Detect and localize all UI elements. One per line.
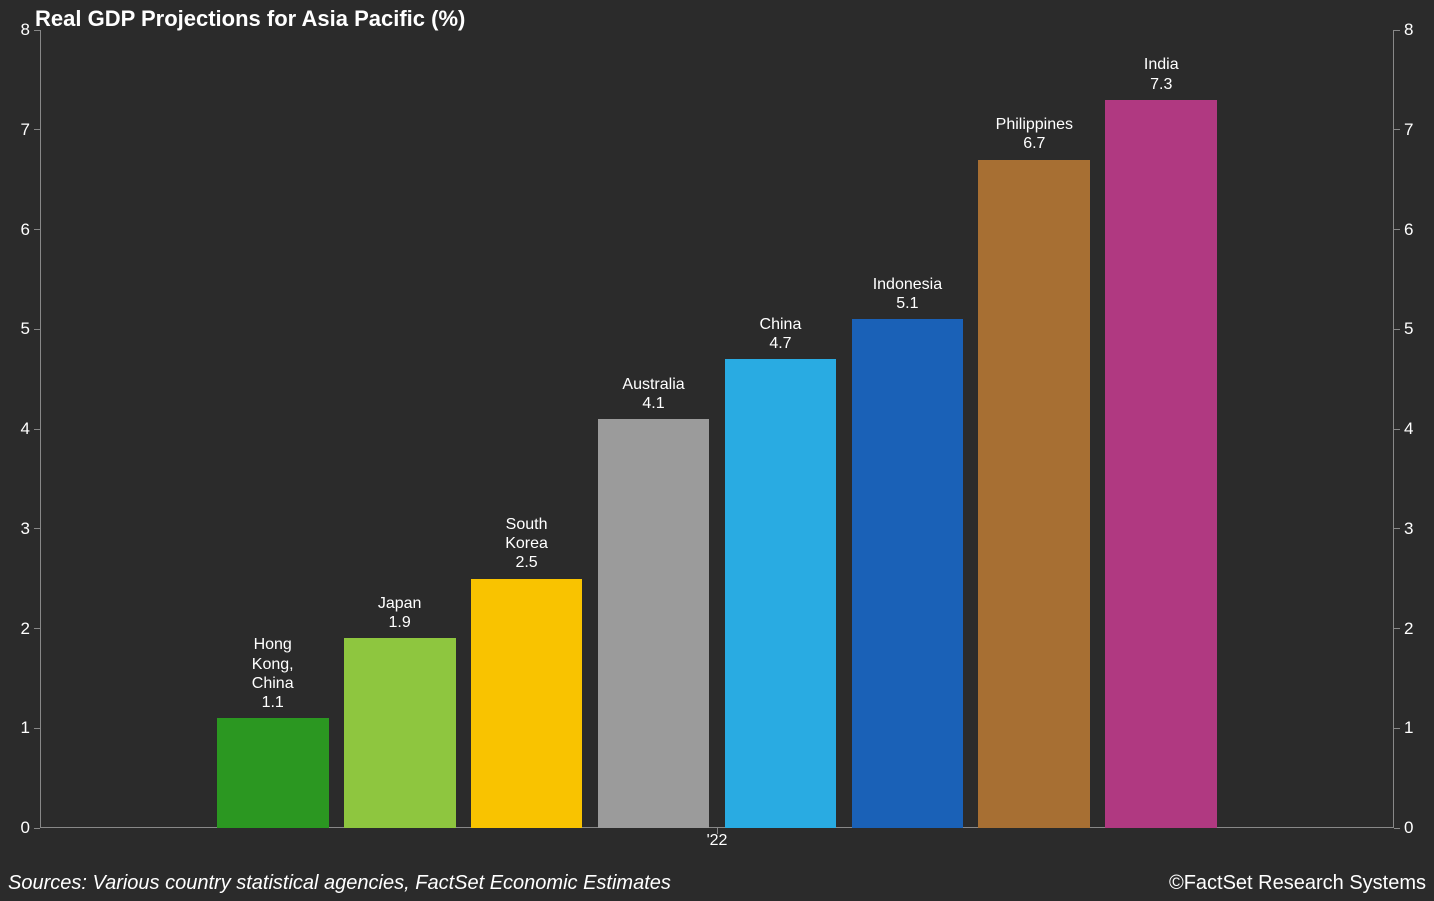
y-tick-label-right: 6 bbox=[1404, 220, 1413, 240]
y-tick-label-left: 0 bbox=[21, 818, 30, 838]
chart-container: Real GDP Projections for Asia Pacific (%… bbox=[0, 0, 1434, 901]
axis-line bbox=[40, 30, 41, 828]
bar bbox=[725, 359, 837, 828]
y-tick bbox=[34, 528, 40, 529]
x-tick bbox=[717, 828, 718, 834]
bar bbox=[978, 160, 1090, 828]
y-tick bbox=[1394, 628, 1400, 629]
y-tick bbox=[1394, 229, 1400, 230]
y-tick-label-right: 4 bbox=[1404, 419, 1413, 439]
y-tick bbox=[1394, 528, 1400, 529]
y-tick-label-right: 7 bbox=[1404, 120, 1413, 140]
y-tick bbox=[1394, 30, 1400, 31]
bar-label: China 4.7 bbox=[710, 315, 852, 353]
y-tick bbox=[1394, 329, 1400, 330]
bar-label: Philippines 6.7 bbox=[963, 115, 1105, 153]
y-tick bbox=[1394, 129, 1400, 130]
bar-label: Japan 1.9 bbox=[329, 594, 471, 632]
bar-label: South Korea 2.5 bbox=[456, 515, 598, 573]
bar bbox=[471, 579, 583, 828]
y-tick-label-right: 1 bbox=[1404, 718, 1413, 738]
y-tick bbox=[1394, 828, 1400, 829]
y-tick bbox=[34, 429, 40, 430]
y-tick bbox=[34, 229, 40, 230]
y-tick-label-left: 5 bbox=[21, 319, 30, 339]
y-tick-label-right: 2 bbox=[1404, 619, 1413, 639]
plot-area: 001122334455667788Hong Kong, China 1.1Ja… bbox=[40, 30, 1394, 828]
bar bbox=[344, 638, 456, 828]
y-tick bbox=[34, 30, 40, 31]
y-tick-label-right: 3 bbox=[1404, 519, 1413, 539]
bar-label: Indonesia 5.1 bbox=[837, 275, 979, 313]
footer-source: Sources: Various country statistical age… bbox=[8, 872, 671, 895]
y-tick-label-left: 1 bbox=[21, 718, 30, 738]
y-tick-label-left: 3 bbox=[21, 519, 30, 539]
bar bbox=[598, 419, 710, 828]
chart-title: Real GDP Projections for Asia Pacific (%… bbox=[35, 6, 465, 32]
y-tick-label-right: 5 bbox=[1404, 319, 1413, 339]
y-tick-label-right: 0 bbox=[1404, 818, 1413, 838]
y-tick-label-left: 7 bbox=[21, 120, 30, 140]
bar-label: Hong Kong, China 1.1 bbox=[202, 635, 344, 712]
bar bbox=[1105, 100, 1217, 828]
y-tick bbox=[34, 329, 40, 330]
y-tick bbox=[34, 728, 40, 729]
y-tick bbox=[34, 828, 40, 829]
y-tick-label-left: 4 bbox=[21, 419, 30, 439]
footer-copyright: ©FactSet Research Systems bbox=[1169, 872, 1426, 895]
y-tick bbox=[34, 628, 40, 629]
bar-label: India 7.3 bbox=[1090, 55, 1232, 93]
y-tick bbox=[34, 129, 40, 130]
x-category-label: '22 bbox=[697, 832, 737, 850]
y-tick-label-left: 8 bbox=[21, 20, 30, 40]
bar bbox=[852, 319, 964, 828]
y-tick bbox=[1394, 728, 1400, 729]
y-tick-label-right: 8 bbox=[1404, 20, 1413, 40]
bar bbox=[217, 718, 329, 828]
bar-label: Australia 4.1 bbox=[583, 375, 725, 413]
y-tick-label-left: 2 bbox=[21, 619, 30, 639]
y-tick-label-left: 6 bbox=[21, 220, 30, 240]
y-tick bbox=[1394, 429, 1400, 430]
